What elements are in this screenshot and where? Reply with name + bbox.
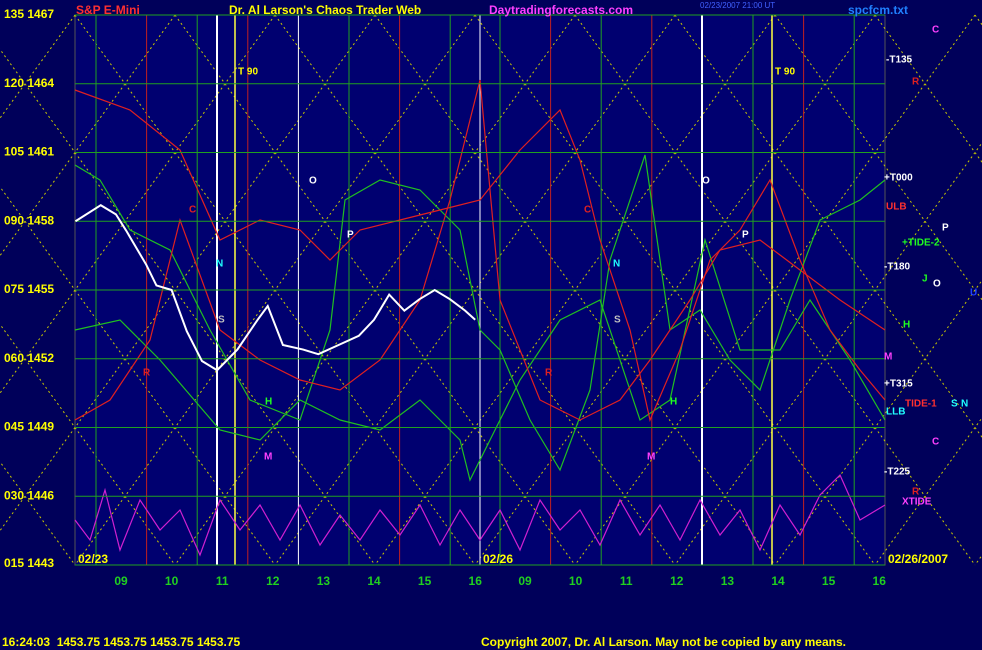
- file-name: spcfcm.txt: [848, 3, 908, 17]
- x-tick-label: 15: [418, 574, 432, 588]
- x-tick-label: 10: [165, 574, 179, 588]
- annotation: C: [189, 205, 196, 216]
- y-tick-label: 060 1452: [4, 351, 54, 365]
- status: 16:24:03 1453.75 1453.75 1453.75 1453.75: [2, 635, 241, 649]
- annotation: H: [265, 397, 272, 408]
- copyright: Copyright 2007, Dr. Al Larson. May not b…: [481, 635, 846, 649]
- x-tick-label: 15: [822, 574, 836, 588]
- date-label: 02/26/2007: [888, 552, 948, 566]
- right-label: C: [932, 25, 939, 36]
- right-label: XTIDE: [902, 497, 932, 508]
- xtide-curve: [74, 473, 886, 557]
- green-curve-2: [74, 237, 886, 482]
- right-label: -T180: [884, 262, 911, 273]
- right-label: N: [961, 399, 968, 410]
- x-tick-label: 09: [518, 574, 532, 588]
- annotation: T 90: [238, 67, 258, 78]
- annotation: T 90: [775, 67, 795, 78]
- y-tick-label: 105 1461: [4, 145, 54, 159]
- x-tick-label: 13: [317, 574, 331, 588]
- date-label: 02/26: [483, 552, 513, 566]
- x-tick-label: 12: [266, 574, 280, 588]
- right-label: S: [951, 399, 958, 410]
- annotation: N: [613, 259, 620, 270]
- right-label: J: [922, 274, 928, 285]
- annotation: O: [309, 176, 317, 187]
- right-label: +TIDE-2: [902, 238, 940, 249]
- annotation: H: [670, 397, 677, 408]
- right-label: P: [942, 223, 949, 234]
- timestamp: 02/23/2007 21:00 UT: [700, 1, 775, 10]
- y-tick-label: 075 1455: [4, 282, 54, 296]
- x-tick-label: 12: [670, 574, 684, 588]
- lattice: [0, 461, 76, 566]
- y-tick-label: 120 1464: [4, 76, 54, 90]
- lattice: [774, 279, 982, 566]
- annotation: S: [218, 315, 225, 326]
- site: Daytradingforecasts.com: [489, 3, 633, 17]
- annotation: M: [264, 452, 272, 463]
- right-label: -T135: [886, 55, 913, 66]
- annotation: R: [143, 368, 151, 379]
- right-label: H: [903, 320, 910, 331]
- lattice: [0, 323, 176, 566]
- right-label: M: [884, 352, 892, 363]
- x-tick-label: 11: [216, 574, 229, 588]
- right-label: U: [970, 288, 977, 299]
- right-label: +T000: [884, 173, 913, 184]
- x-tick-label: 13: [721, 574, 735, 588]
- annotation: C: [584, 205, 591, 216]
- annotation: N: [216, 259, 223, 270]
- right-label: +T315: [884, 379, 913, 390]
- x-tick-label: 10: [569, 574, 583, 588]
- lattice: [874, 417, 982, 566]
- red-curve: [74, 89, 886, 422]
- date-label: 02/23: [78, 552, 108, 566]
- right-label: R: [912, 487, 920, 498]
- annotation: P: [347, 230, 354, 241]
- y-tick-label: 045 1449: [4, 420, 54, 434]
- annotation: S: [614, 315, 621, 326]
- right-label: -T225: [884, 467, 911, 478]
- x-tick-label: 16: [873, 574, 887, 588]
- y-tick-label: 030 1446: [4, 488, 54, 502]
- right-label: O: [933, 279, 941, 290]
- x-tick-label: 16: [469, 574, 483, 588]
- annotation: R: [545, 368, 553, 379]
- x-tick-label: 11: [620, 574, 633, 588]
- red-curve-2: [74, 79, 886, 421]
- price-line: [74, 204, 476, 372]
- right-label: C: [932, 437, 939, 448]
- right-label: LLB: [886, 407, 905, 418]
- x-tick-label: 14: [771, 574, 785, 588]
- y-tick-label: 135 1467: [4, 7, 54, 21]
- symbol: S&P E-Mini: [76, 3, 140, 17]
- right-label: R: [912, 77, 920, 88]
- x-tick-label: 09: [114, 574, 128, 588]
- annotation: M: [647, 452, 655, 463]
- annotation: O: [702, 176, 710, 187]
- chart-title: Dr. Al Larson's Chaos Trader Web: [229, 3, 421, 17]
- annotation: P: [742, 230, 749, 241]
- green-curve: [74, 154, 886, 472]
- right-label: ULB: [886, 202, 907, 213]
- y-tick-label: 090 1458: [4, 213, 54, 227]
- right-label: TIDE-1: [905, 399, 937, 410]
- x-tick-label: 14: [367, 574, 381, 588]
- y-tick-label: 015 1443: [4, 556, 54, 570]
